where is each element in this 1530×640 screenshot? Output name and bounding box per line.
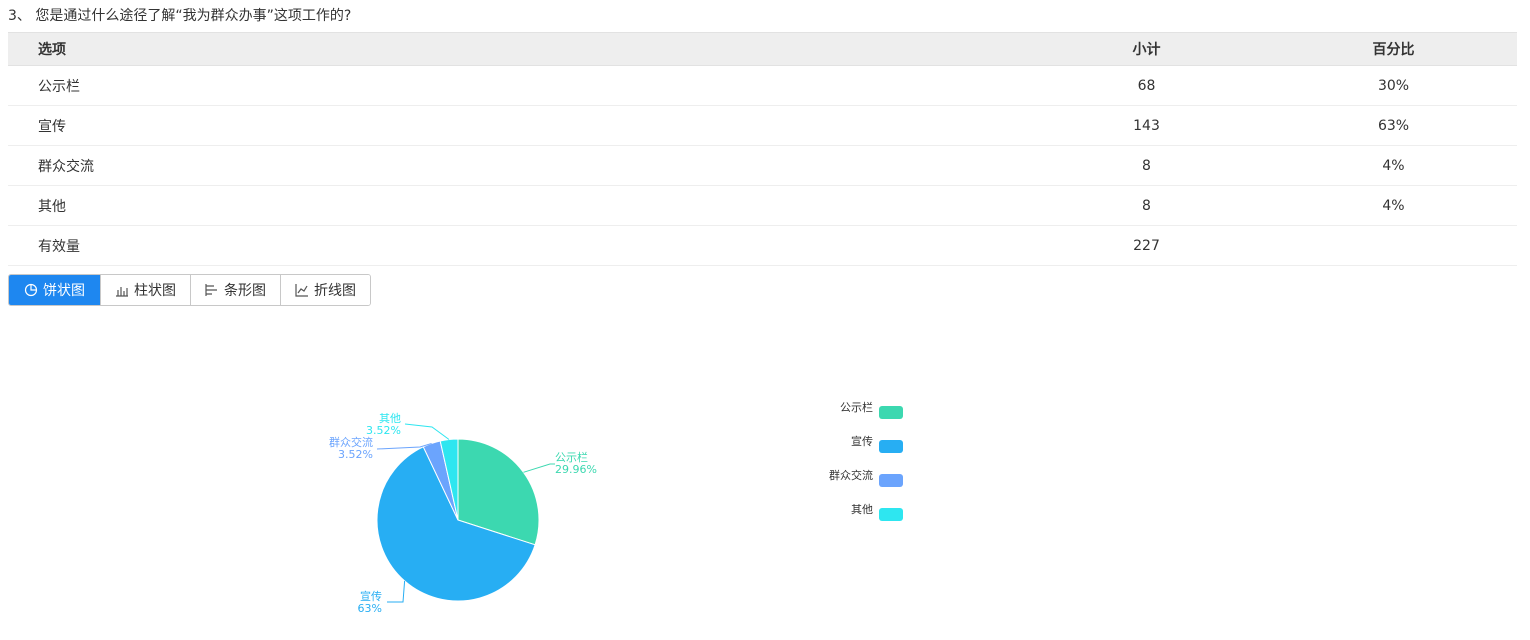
- legend-swatch: [879, 508, 903, 521]
- table-row: 其他 8 4%: [8, 185, 1517, 226]
- label-leader-line: [404, 423, 450, 440]
- column-chart-icon: [115, 283, 129, 297]
- header-percent: 百分比: [1270, 32, 1517, 66]
- option-percent: 30%: [1270, 65, 1517, 106]
- label-leader-line: [387, 580, 406, 603]
- pie-slice: [457, 438, 540, 546]
- slice-percent-label: 63%: [358, 602, 382, 615]
- legend-swatch: [879, 440, 903, 453]
- option-label: 其他: [8, 185, 1023, 226]
- total-label: 有效量: [8, 225, 1023, 266]
- slice-percent-label: 29.96%: [555, 463, 597, 476]
- table-row: 群众交流 8 4%: [8, 145, 1517, 186]
- legend-swatch: [879, 406, 903, 419]
- slice-name-label: 群众交流: [329, 435, 373, 449]
- tab-label: 条形图: [224, 283, 266, 299]
- total-count: 227: [1023, 225, 1270, 266]
- slice-percent-label: 3.52%: [338, 448, 373, 461]
- pie-slice: [376, 446, 536, 602]
- tab-line-chart[interactable]: 折线图: [281, 275, 370, 305]
- slice-name-label: 其他: [379, 412, 401, 425]
- table-header-row: 选项 小计 百分比: [8, 32, 1517, 66]
- slice-name-label: 公示栏: [555, 450, 588, 464]
- header-count: 小计: [1023, 32, 1270, 66]
- option-label: 公示栏: [8, 65, 1023, 106]
- option-percent: 4%: [1270, 185, 1517, 226]
- total-percent-empty: [1270, 225, 1517, 266]
- option-count: 8: [1023, 185, 1270, 226]
- option-percent: 63%: [1270, 105, 1517, 146]
- chart-type-tabs: 饼状图 柱状图 条形图 折线图: [8, 274, 371, 306]
- results-table: 选项 小计 百分比 公示栏 68 30% 宣传 143 63% 群众交流 8 4…: [8, 32, 1517, 266]
- header-option: 选项: [8, 32, 1023, 66]
- question-title: 3、 您是通过什么途径了解“我为群众办事”这项工作的?: [8, 8, 352, 24]
- bar-chart-icon: [205, 283, 219, 297]
- option-percent: 4%: [1270, 145, 1517, 186]
- table-row: 宣传 143 63%: [8, 105, 1517, 146]
- option-label: 宣传: [8, 105, 1023, 146]
- table-total-row: 有效量 227: [8, 225, 1517, 266]
- tab-column-chart[interactable]: 柱状图: [101, 275, 191, 305]
- pie-chart-icon: [24, 283, 38, 297]
- tab-label: 饼状图: [43, 283, 85, 299]
- table-row: 公示栏 68 30%: [8, 65, 1517, 106]
- legend-label: 其他: [851, 503, 873, 516]
- label-leader-line: [523, 463, 555, 473]
- legend-label: 宣传: [851, 434, 873, 448]
- tab-pie-chart[interactable]: 饼状图: [9, 275, 101, 305]
- legend-label: 群众交流: [829, 468, 873, 482]
- line-chart-icon: [295, 283, 309, 297]
- tab-label: 柱状图: [134, 283, 176, 299]
- legend-label: 公示栏: [840, 400, 873, 414]
- slice-name-label: 宣传: [360, 589, 382, 603]
- tab-label: 折线图: [314, 283, 356, 299]
- option-label: 群众交流: [8, 145, 1023, 186]
- legend-swatch: [879, 474, 903, 487]
- pie-slice: [439, 438, 459, 521]
- tab-bar-chart[interactable]: 条形图: [191, 275, 281, 305]
- label-leader-line: [376, 442, 432, 450]
- slice-percent-label: 3.52%: [366, 424, 401, 437]
- option-count: 143: [1023, 105, 1270, 146]
- option-count: 68: [1023, 65, 1270, 106]
- option-count: 8: [1023, 145, 1270, 186]
